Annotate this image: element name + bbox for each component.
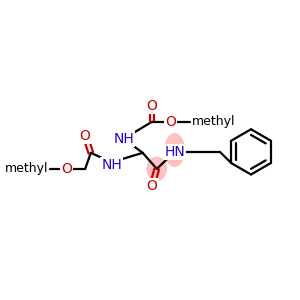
Text: HN: HN xyxy=(164,145,185,159)
Text: O: O xyxy=(61,162,72,176)
Text: O: O xyxy=(147,99,158,113)
Text: methyl: methyl xyxy=(192,115,235,128)
Text: O: O xyxy=(147,179,158,193)
Ellipse shape xyxy=(164,133,185,167)
Text: O: O xyxy=(166,115,176,129)
Text: NH: NH xyxy=(101,158,122,172)
Ellipse shape xyxy=(146,157,167,181)
Text: O: O xyxy=(80,129,91,143)
Text: methyl: methyl xyxy=(5,162,48,175)
Text: NH: NH xyxy=(113,132,134,146)
